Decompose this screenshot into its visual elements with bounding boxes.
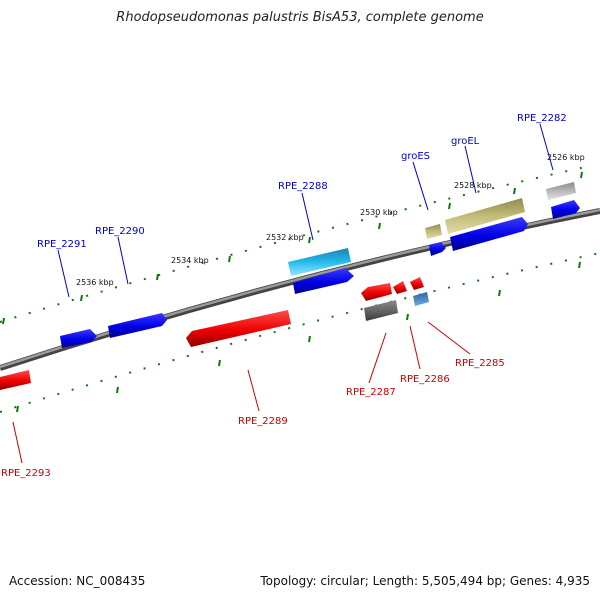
gene-groes[interactable] — [425, 224, 442, 239]
gene-rpe-2286[interactable] — [410, 277, 424, 290]
kbp-label-2528: 2528 kbp — [454, 181, 492, 190]
forward-major-ticks — [2, 171, 583, 325]
accession-label: Accession: NC_008435 — [9, 574, 146, 588]
gene-rpe-2282[interactable] — [551, 200, 580, 219]
label-rpe-2282[interactable]: RPE_2282 — [517, 113, 567, 124]
gene-rpe-2288[interactable] — [293, 268, 354, 294]
gene-groel[interactable] — [445, 198, 525, 234]
label-rpe-2288[interactable]: RPE_2288 — [278, 181, 328, 192]
gene-rpe-2289[interactable] — [186, 310, 291, 347]
gene-rpe-2287-gray[interactable] — [364, 300, 398, 321]
genome-summary: Topology: circular; Length: 5,505,494 bp… — [260, 574, 590, 588]
label-rpe-2291[interactable]: RPE_2291 — [37, 239, 87, 250]
gene-rpe-2288-rna[interactable] — [288, 248, 351, 276]
gene-rpe-2287[interactable] — [361, 283, 392, 301]
kbp-label-2530: 2530 kbp — [360, 208, 398, 217]
gene-rpe-2293[interactable] — [0, 370, 31, 390]
reverse-leader-lines — [12, 321, 471, 464]
label-rpe-2293[interactable]: RPE_2293 — [1, 468, 51, 479]
label-groes[interactable]: groES — [401, 151, 430, 162]
kbp-label-2532: 2532 kbp — [266, 233, 304, 242]
forward-tick-track — [0, 165, 591, 323]
kbp-label-2534: 2534 kbp — [171, 256, 209, 265]
label-rpe-2290[interactable]: RPE_2290 — [95, 226, 145, 237]
forward-leader-lines — [57, 123, 554, 298]
reverse-major-ticks — [16, 261, 581, 413]
gene-rpe-2286b[interactable] — [393, 281, 407, 294]
gene-groes-cds[interactable] — [429, 242, 446, 256]
kbp-label-2536: 2536 kbp — [76, 278, 114, 287]
gene-rpe-2285[interactable] — [413, 292, 429, 306]
gene-rpe-2282-gray[interactable] — [546, 182, 576, 200]
label-groel[interactable]: groEL — [451, 136, 480, 147]
gene-rpe-2291[interactable] — [60, 329, 97, 348]
label-rpe-2289[interactable]: RPE_2289 — [238, 416, 288, 427]
label-rpe-2286[interactable]: RPE_2286 — [400, 374, 450, 385]
label-rpe-2287[interactable]: RPE_2287 — [346, 387, 396, 398]
label-rpe-2285[interactable]: RPE_2285 — [455, 358, 505, 369]
gene-rpe-2290[interactable] — [108, 313, 167, 338]
gene-groel-cds[interactable] — [450, 217, 528, 251]
kbp-label-2526: 2526 kbp — [547, 153, 585, 162]
map-title: Rhodopseudomonas palustris BisA53, compl… — [116, 10, 484, 25]
